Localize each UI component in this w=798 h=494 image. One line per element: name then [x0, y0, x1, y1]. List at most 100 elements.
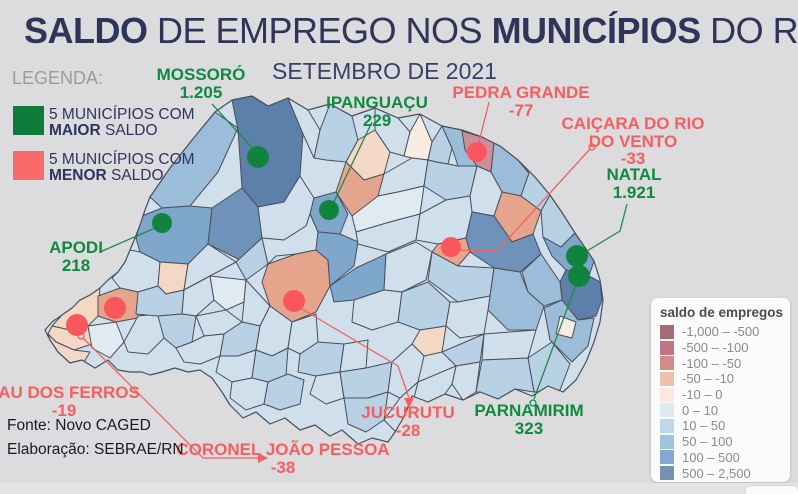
bottom-strip: [0, 483, 798, 494]
city-value: -77: [508, 100, 534, 120]
city-name: PEDRA GRANDE: [452, 83, 590, 102]
natal-lead-line: [581, 203, 628, 255]
coronel-joao-pessoa-marker: [104, 297, 126, 319]
caicara-lead-line: [454, 148, 591, 252]
legend-emph: MAIOR: [49, 122, 101, 140]
scale-legend-row: -1,000 – -500: [660, 324, 784, 340]
city-markers: [66, 142, 590, 336]
ipanguacu-marker: [319, 200, 339, 220]
city-value: -19: [51, 400, 77, 420]
source-credits: Fonte: Novo CAGED Elaboração: SEBRAE/RN: [7, 414, 184, 462]
connector-lines: [77, 101, 628, 463]
city-name: CORONEL JOÃO PESSOA: [176, 440, 390, 459]
scale-range-label: -100 – -50: [682, 355, 742, 371]
parnamirim-node-circle: [529, 399, 537, 407]
scale-swatch: [660, 403, 674, 418]
callout-caicara-do-rio-do-vento: CAIÇARA DO RIO DO VENTO -33: [549, 115, 717, 168]
page-title: SALDO DE EMPREGO NOS MUNICÍPIOS DO RN: [24, 10, 798, 52]
scale-swatch: [660, 340, 674, 355]
legend-line1: 5 MUNICÍPIOS COM: [49, 106, 195, 123]
scale-swatch: [660, 418, 674, 433]
city-name: MOSSORÓ: [156, 65, 246, 84]
city-value: 229: [362, 110, 392, 130]
city-value: -38: [270, 457, 296, 477]
callout-jucurutu: JUCURUTU -28: [361, 404, 455, 439]
scale-legend-row: 0 – 10: [660, 402, 784, 418]
pau-dos-ferros-marker: [66, 314, 88, 336]
jucurutu-lead-line: [296, 305, 410, 399]
scale-range-label: 0 – 10: [682, 402, 719, 418]
callout-ipanguacu: IPANGUAÇU 229: [326, 94, 428, 129]
scale-range-label: 10 – 50: [682, 418, 726, 434]
natal-marker: [566, 245, 588, 267]
scale-legend-row: -50 – -10: [660, 371, 784, 387]
scale-legend-row: 100 – 500: [660, 450, 784, 466]
scale-legend-row: 10 – 50: [660, 418, 784, 434]
color-scale-legend: saldo de empregos -1,000 – -500 -500 – -…: [651, 298, 790, 482]
scale-legend-row: -100 – -50: [660, 355, 784, 371]
title-part-bold-1: SALDO: [24, 10, 148, 51]
caicara-node-circle: [588, 143, 596, 151]
callout-pau-dos-ferros: PAU DOS FERROS -19: [0, 384, 140, 419]
legend-rest: SALDO: [100, 122, 158, 140]
scale-range-label: -10 – 0: [682, 387, 723, 403]
subtitle-month: SETEMBRO DE 2021: [272, 58, 497, 84]
legend-item-text: 5 MUNICÍPIOS COM MENOR SALDO: [49, 151, 195, 185]
scale-range-label: 50 – 100: [682, 434, 733, 450]
title-part-bold-3: MUNICÍPIOS: [491, 10, 702, 51]
city-value: -28: [395, 420, 421, 440]
apodi-lead-line: [99, 227, 156, 253]
callout-apodi: APODI 218: [49, 239, 103, 274]
city-name: CAIÇARA DO RIO DO VENTO: [561, 114, 705, 151]
parnamirim-lead-line: [533, 278, 579, 400]
city-value: 1.921: [612, 182, 656, 202]
legend-heading: LEGENDA:: [12, 68, 104, 88]
scale-swatch: [660, 371, 674, 386]
title-part-2: DE EMPREGO NOS: [147, 10, 492, 51]
pedra-grande-lead-line: [477, 101, 490, 147]
caicara-marker: [441, 237, 461, 257]
coronel-arrowhead: [258, 453, 268, 463]
state-outline: [44, 95, 604, 445]
mossoro-lead-line: [211, 103, 257, 153]
scale-legend-row: -500 – -100: [660, 340, 784, 356]
city-name: APODI: [49, 238, 103, 257]
scale-legend-title: saldo de empregos: [660, 305, 784, 320]
city-name: IPANGUAÇU: [326, 93, 428, 112]
scale-swatch: [660, 356, 674, 371]
jucurutu-marker: [283, 290, 305, 312]
scale-range-label: -1,000 – -500: [682, 324, 760, 340]
elaboration-line: Elaboração: SEBRAE/RN: [7, 441, 184, 459]
callout-natal: NATAL 1.921: [606, 166, 661, 201]
scale-swatch: [660, 466, 674, 481]
scale-swatch: [660, 434, 674, 449]
parnamirim-marker: [568, 265, 590, 287]
scale-range-label: -50 – -10: [682, 371, 735, 387]
legend-rest: SALDO: [106, 167, 164, 185]
scale-swatch: [660, 450, 674, 465]
scale-range-label: 100 – 500: [682, 449, 740, 465]
city-value: 1.205: [179, 82, 223, 102]
callout-mossoro: MOSSORÓ 1.205: [157, 66, 246, 101]
callout-coronel-joao-pessoa: CORONEL JOÃO PESSOA -38: [176, 441, 389, 476]
scale-legend-row: 500 – 2,500: [660, 465, 784, 481]
legend-item-menor-saldo: 5 MUNICÍPIOS COM MENOR SALDO: [13, 151, 195, 185]
pedra-grande-marker: [467, 142, 487, 162]
city-value: 323: [514, 418, 544, 438]
legend-item-maior-saldo: 5 MUNICÍPIOS COM MAIOR SALDO: [13, 106, 195, 140]
city-name: PARNAMIRIM: [474, 401, 584, 420]
scale-swatch: [660, 387, 674, 402]
scale-swatch: [660, 324, 674, 339]
legend-emph: MENOR: [49, 167, 107, 185]
red-legend-swatch: [13, 151, 44, 180]
coronel-lead-line: [82, 337, 260, 459]
legend-item-text: 5 MUNICÍPIOS COM MAIOR SALDO: [49, 106, 195, 140]
source-line: Fonte: Novo CAGED: [7, 417, 151, 434]
green-legend-swatch: [13, 106, 44, 135]
city-name: NATAL: [606, 165, 662, 184]
apodi-marker: [152, 213, 172, 233]
ipanguacu-lead-line: [331, 121, 373, 207]
title-part-4: DO RN: [710, 10, 798, 51]
